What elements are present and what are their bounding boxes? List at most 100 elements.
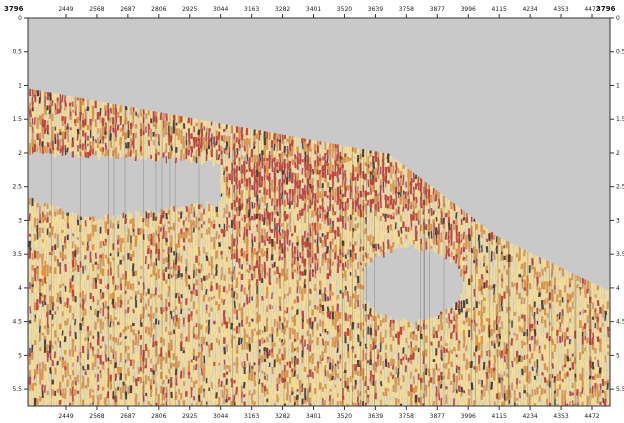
seismic-trace-segment [147,397,151,402]
seismic-trace-segment [89,348,93,357]
seismic-trace-segment [175,270,178,274]
seismic-trace-segment [150,283,153,288]
seismic-trace-segment [53,351,57,359]
seismic-trace-segment [226,230,229,237]
seismic-trace-segment [74,97,77,105]
seismic-trace-segment [235,283,239,289]
seismic-trace-segment [222,286,226,293]
seismic-trace-segment [291,316,294,323]
seismic-trace-segment [192,245,196,254]
seismic-trace-segment [99,333,103,341]
seismic-trace-segment [89,309,92,315]
seismic-trace-segment [266,361,269,367]
seismic-trace-segment [150,140,153,149]
seismic-trace-segment [290,368,294,373]
seismic-trace-segment [141,144,145,153]
seismic-trace-segment [76,151,80,158]
seismic-trace-segment [67,255,70,262]
seismic-trace-segment [242,264,246,272]
seismic-trace-segment [135,322,138,330]
seismic-trace-segment [109,117,112,123]
seismic-trace-segment [31,371,35,378]
seismic-trace-segment [31,344,34,353]
seismic-trace-segment [121,322,125,326]
seismic-trace-segment [167,302,171,307]
seismic-trace-segment [56,139,60,148]
seismic-trace-segment [132,111,135,119]
seismic-trace-segment [276,138,280,142]
seismic-trace-segment [147,316,150,323]
seismic-trace-segment [46,327,50,336]
seismic-trace-segment [243,278,247,283]
seismic-trace-segment [142,256,146,261]
seismic-trace-segment [81,127,84,131]
seismic-trace-segment [288,333,292,340]
seismic-trace-segment [144,375,147,382]
seismic-trace-segment [240,385,243,392]
seismic-trace-segment [97,293,100,300]
seismic-trace-segment [261,286,264,292]
seismic-trace-segment [165,352,168,358]
seismic-trace-segment [261,330,264,334]
seismic-trace-segment [66,102,70,109]
seismic-trace-segment [215,295,219,302]
seismic-trace-segment [68,349,72,357]
seismic-trace-segment [281,170,285,175]
seismic-trace-segment [222,131,226,136]
seismic-trace-segment [63,106,67,111]
seismic-trace-segment [109,340,112,347]
seismic-trace-segment [218,242,222,248]
seismic-trace-segment [49,92,52,101]
seismic-trace-segment [46,372,49,380]
seismic-trace-segment [188,344,191,354]
seismic-trace-segment [276,274,279,279]
seismic-trace-segment [99,151,102,157]
seismic-trace-segment [261,340,264,344]
seismic-trace-segment [28,197,31,205]
seismic-trace-segment [66,115,69,124]
seismic-trace-segment [182,245,186,251]
seismic-trace-segment [170,215,173,220]
seismic-trace-segment [236,147,239,155]
seismic-trace-segment [28,103,31,110]
seismic-trace-segment [61,342,65,350]
seismic-trace-segment [68,402,72,407]
seismic-trace-segment [237,382,241,388]
seismic-trace-segment [182,255,185,263]
seismic-trace-segment [51,263,55,271]
seismic-trace-segment [209,361,213,371]
seismic-trace-segment [79,130,83,135]
seismic-trace-segment [92,121,95,129]
seismic-trace-segment [195,363,198,371]
seismic-trace-segment [284,172,287,179]
seismic-trace-segment [261,392,264,397]
seismic-trace-segment [170,313,173,320]
seismic-trace-segment [226,268,229,277]
seismic-trace-segment [137,346,140,351]
seismic-trace-segment [94,112,97,120]
seismic-trace-segment [124,267,127,272]
seismic-trace-segment [33,144,37,152]
seismic-trace-segment [225,371,229,376]
seismic-trace-segment [256,311,259,317]
seismic-trace-segment [232,143,236,151]
seismic-trace-segment [223,207,226,214]
seismic-trace-segment [56,206,60,210]
seismic-trace-segment [68,320,72,326]
seismic-trace-segment [274,161,277,168]
seismic-trace-segment [53,221,57,226]
seismic-trace-segment [84,374,87,381]
seismic-trace-segment [291,352,294,358]
seismic-trace-segment [69,278,73,282]
seismic-trace-segment [212,353,216,359]
seismic-trace-segment [233,249,236,254]
seismic-trace-segment [192,238,196,246]
seismic-trace-segment [99,147,103,152]
seismic-trace-segment [155,349,158,357]
seismic-trace-segment [200,296,204,302]
seismic-trace-segment [111,399,115,404]
seismic-trace-segment [228,249,231,254]
seismic-trace-segment [111,260,115,265]
seismic-trace-segment [97,106,100,113]
seismic-trace-segment [288,151,292,157]
